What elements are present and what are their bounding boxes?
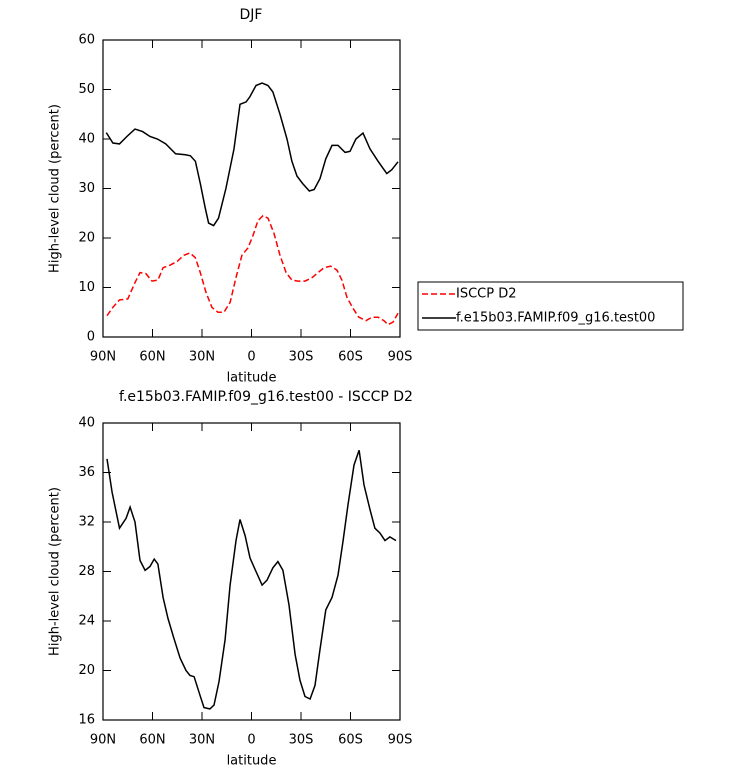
y-tick-label: 60 [78, 33, 95, 48]
data-line [105, 82, 399, 227]
x-tick-label: 0 [247, 733, 255, 748]
data-line [106, 214, 399, 326]
x-axis-label: latitude [227, 371, 277, 386]
x-tick-label: 90N [90, 350, 116, 365]
y-tick-label: 50 [78, 82, 95, 97]
data-line [106, 449, 397, 710]
y-tick-label: 30 [78, 181, 95, 196]
legend-label: ISCCP D2 [456, 287, 517, 302]
x-tick-label: 30N [189, 733, 215, 748]
x-tick-label: 60S [338, 733, 363, 748]
y-tick-label: 16 [78, 713, 95, 728]
x-tick-label: 60N [139, 733, 165, 748]
x-tick-label: 30S [289, 733, 314, 748]
x-tick-label: 30S [289, 350, 314, 365]
y-tick-label: 32 [78, 515, 95, 530]
y-tick-label: 28 [78, 564, 95, 579]
x-tick-label: 90N [90, 733, 116, 748]
y-tick-label: 0 [87, 330, 95, 345]
x-tick-label: 60N [139, 350, 165, 365]
y-tick-label: 24 [78, 614, 95, 629]
x-tick-label: 0 [247, 350, 255, 365]
y-tick-label: 36 [78, 465, 95, 480]
x-axis-label: latitude [227, 754, 277, 769]
x-tick-label: 90S [388, 733, 413, 748]
legend-box [417, 281, 684, 331]
y-axis-label: High-level cloud (percent) [48, 487, 63, 656]
plot-frame [102, 39, 401, 338]
chart-title: DJF [240, 7, 263, 23]
plot-frame [102, 422, 401, 721]
legend-label: f.e15b03.FAMIP.f09_g16.test00 [456, 311, 655, 326]
y-tick-label: 20 [78, 663, 95, 678]
y-axis-label: High-level cloud (percent) [48, 104, 63, 273]
chart-title: f.e15b03.FAMIP.f09_g16.test00 - ISCCP D2 [119, 389, 413, 405]
y-tick-label: 20 [78, 231, 95, 246]
x-tick-label: 60S [338, 350, 363, 365]
y-tick-label: 10 [78, 280, 95, 295]
y-tick-label: 40 [78, 416, 95, 431]
x-tick-label: 90S [388, 350, 413, 365]
y-tick-label: 40 [78, 132, 95, 147]
x-tick-label: 30N [189, 350, 215, 365]
